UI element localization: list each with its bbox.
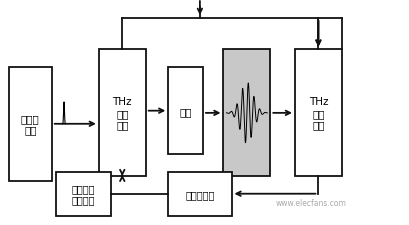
Text: 样品: 样品 [179, 106, 191, 116]
Text: www.elecfans.com: www.elecfans.com [275, 198, 346, 207]
Bar [168, 172, 231, 216]
Bar [56, 172, 111, 216]
Text: 时间延迟
控制系统: 时间延迟 控制系统 [72, 183, 95, 205]
Text: THz
探测
元件: THz 探测 元件 [308, 97, 327, 130]
Text: 超快激
光器: 超快激 光器 [21, 113, 40, 135]
Bar [294, 50, 341, 176]
Text: THz
发射
元件: THz 发射 元件 [112, 97, 132, 130]
Bar [223, 50, 270, 176]
Bar [168, 68, 202, 155]
Bar [9, 68, 52, 181]
Text: 锁相放大器: 锁相放大器 [185, 189, 214, 199]
Bar [99, 50, 145, 176]
